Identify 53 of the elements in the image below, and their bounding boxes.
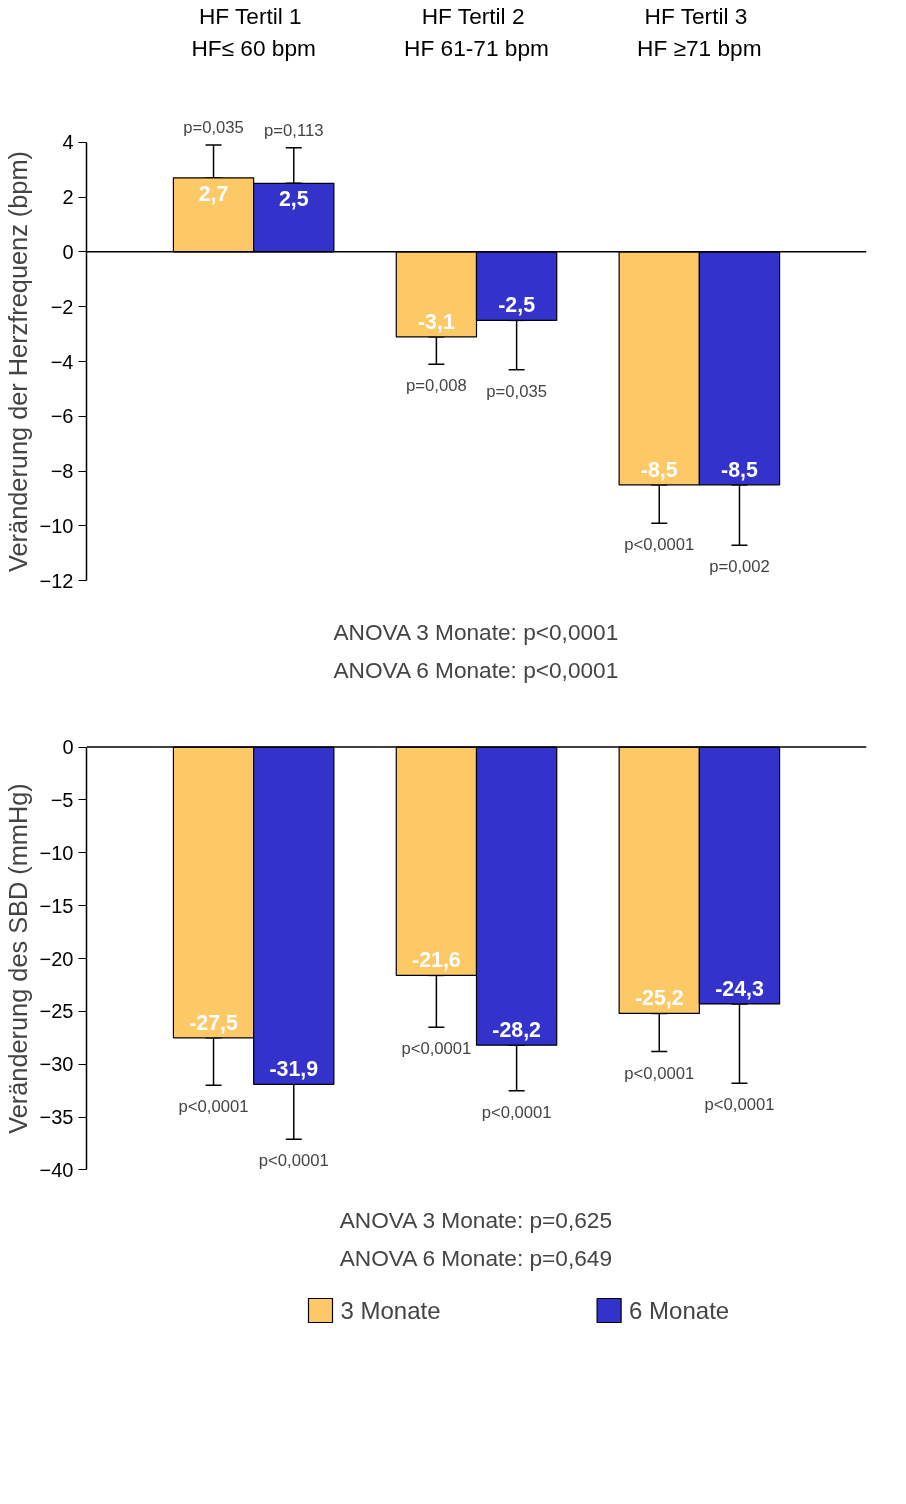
- data-label: -31,9: [269, 1057, 319, 1082]
- x-tick-label: HF Tertil 1 HF≤ 60 bpm: [191, 3, 316, 61]
- annotation: p<0,0001: [178, 1097, 249, 1117]
- data-label: -24,3: [715, 976, 764, 1001]
- data-label: -8,5: [640, 457, 678, 482]
- y-tick-label: −6: [50, 405, 74, 428]
- y-tick-label: −20: [39, 947, 74, 970]
- y-tick-label: 2: [62, 186, 74, 209]
- data-label: -2,5: [498, 293, 536, 318]
- y-tick-label: −40: [39, 1158, 74, 1181]
- text: p=0,035: [183, 117, 244, 137]
- data-label: 2,7: [198, 181, 229, 206]
- y-tick-label: 0: [62, 240, 74, 263]
- annotation: p<0,0001: [258, 1151, 329, 1171]
- y-tick-label: −4: [50, 350, 74, 373]
- annotation: p=0,002: [709, 557, 770, 577]
- legend-label: 3 Monate: [340, 1297, 441, 1324]
- data-label: -25,2: [634, 986, 684, 1011]
- annotation: p=0,008: [406, 376, 467, 396]
- text: p=0,113: [264, 120, 324, 140]
- data-label: 2,5: [278, 187, 309, 212]
- y-tick-label: −12: [39, 569, 74, 592]
- text: ANOVA 3 Monate: p<0,0001: [333, 618, 619, 645]
- annotation: p<0,0001: [704, 1095, 775, 1115]
- y-tick-label: −15: [39, 894, 74, 917]
- x-tick-label: HF Tertil 2 HF 61-71 bpm: [404, 3, 549, 61]
- y-tick-label: −5: [50, 788, 74, 811]
- y-axis-title: Veränderung der Herzfrequenz (bpm): [3, 151, 32, 572]
- y-tick-label: −25: [39, 1000, 74, 1023]
- data-label: -21,6: [412, 948, 461, 973]
- y-tick-label: −8: [50, 460, 74, 483]
- text: ANOVA 3 Monate: p=0,625: [339, 1206, 613, 1233]
- y-tick-label: 4: [62, 131, 74, 154]
- data-label: -3,1: [418, 309, 455, 334]
- data-label: -8,5: [721, 457, 758, 482]
- legend-label: 6 Monate: [629, 1297, 730, 1324]
- y-tick-label: −2: [50, 295, 74, 318]
- y-tick-label: −35: [39, 1106, 74, 1129]
- text: ANOVA 6 Monate: p=0,649: [339, 1244, 613, 1271]
- y-tick-label: −10: [39, 514, 74, 537]
- annotation: p<0,0001: [624, 1063, 695, 1083]
- y-tick-label: −30: [39, 1053, 74, 1076]
- y-tick-label: 0: [62, 736, 74, 759]
- y-tick-label: −10: [39, 841, 74, 864]
- annotation: p<0,0001: [624, 535, 695, 555]
- data-label: -28,2: [492, 1018, 541, 1043]
- y-axis-title: Veränderung des SBD (mmHg): [3, 783, 32, 1134]
- annotation: p=0,035: [486, 381, 547, 401]
- text: ANOVA 6 Monate: p<0,0001: [333, 656, 619, 683]
- annotation: p<0,0001: [481, 1102, 552, 1122]
- annotation: p<0,0001: [401, 1039, 472, 1059]
- data-label: -27,5: [189, 1010, 238, 1035]
- x-tick-label: HF Tertil 3 HF ≥71 bpm: [637, 3, 762, 61]
